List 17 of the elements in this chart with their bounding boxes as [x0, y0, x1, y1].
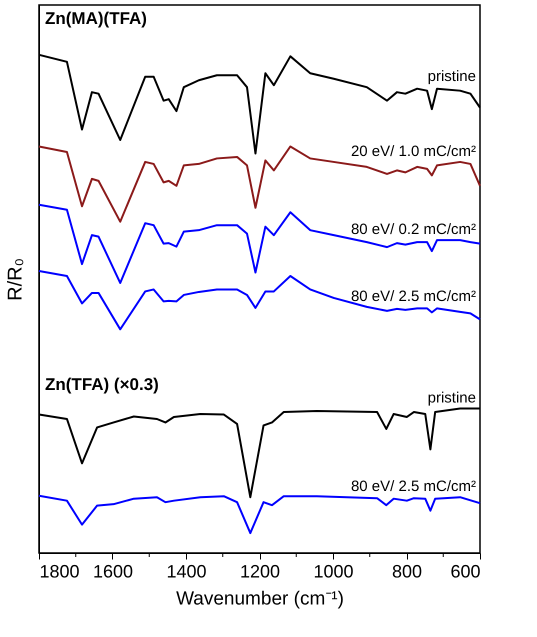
x-axis-title: Wavenumber (cm⁻¹)	[176, 588, 344, 610]
x-tick-label: 1600	[92, 562, 134, 582]
series-label: 20 eV/ 1.0 mC/cm²	[350, 142, 476, 160]
text: Zn(MA)(TFA)	[45, 9, 147, 28]
x-tick-label: 1000	[313, 562, 354, 582]
y-axis-title: R/R₀	[4, 258, 26, 301]
x-tick-label: 1800	[40, 562, 80, 582]
x-tick-label: 1200	[240, 562, 280, 582]
x-tick-label: 1400	[166, 562, 207, 582]
annotation: Zn(TFA) (×0.3)	[45, 375, 159, 394]
series-label: 80 eV/ 2.5 mC/cm²	[350, 478, 476, 496]
x-tick-label: 600	[450, 562, 480, 582]
x-tick-label: 800	[392, 562, 422, 582]
series-label: 80 eV/ 0.2 mC/cm²	[350, 221, 476, 238]
series-label: pristine	[428, 68, 476, 86]
series-label: 80 eV/ 2.5 mC/cm²	[350, 288, 476, 305]
series-label: pristine	[428, 390, 476, 407]
